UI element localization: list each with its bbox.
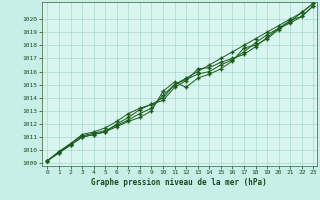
X-axis label: Graphe pression niveau de la mer (hPa): Graphe pression niveau de la mer (hPa)	[91, 178, 267, 187]
